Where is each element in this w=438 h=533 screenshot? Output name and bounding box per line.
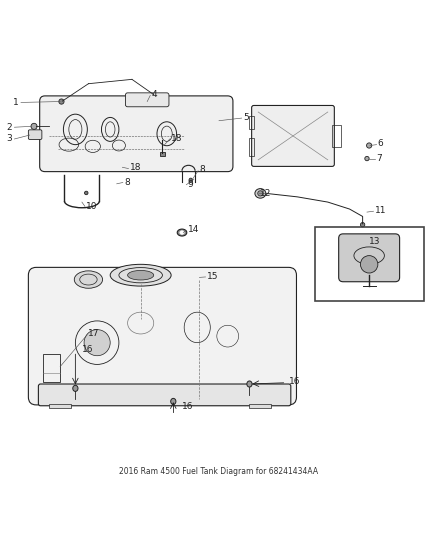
Ellipse shape [110,264,171,286]
FancyBboxPatch shape [39,384,291,406]
Text: 16: 16 [182,402,194,411]
Bar [250,138,254,156]
FancyBboxPatch shape [339,234,399,282]
Text: 3: 3 [7,134,12,143]
Ellipse shape [85,191,88,195]
Text: 18: 18 [171,134,183,143]
Bar [250,403,271,408]
Text: 18: 18 [130,163,141,172]
Text: 13: 13 [369,237,381,246]
FancyBboxPatch shape [40,96,233,172]
Text: 15: 15 [207,272,218,280]
Text: 8: 8 [124,178,130,187]
Ellipse shape [255,189,266,198]
Ellipse shape [365,156,369,161]
FancyBboxPatch shape [252,106,334,166]
Bar [160,152,165,156]
FancyBboxPatch shape [28,268,297,405]
Ellipse shape [189,178,192,182]
Bar [43,353,60,382]
Text: 4: 4 [152,90,157,99]
Ellipse shape [171,398,176,405]
Text: 9: 9 [187,180,194,189]
FancyBboxPatch shape [125,93,169,107]
Ellipse shape [360,256,378,273]
Ellipse shape [177,229,187,236]
Text: 8: 8 [199,165,205,174]
Text: 6: 6 [378,139,384,148]
Text: 7: 7 [377,154,382,163]
FancyBboxPatch shape [28,130,42,140]
Text: 5: 5 [243,112,249,122]
Ellipse shape [367,143,372,148]
Ellipse shape [73,385,78,391]
Ellipse shape [127,270,154,280]
Bar [315,228,424,301]
Text: 2: 2 [7,123,12,132]
Ellipse shape [258,191,263,196]
Bar [49,403,71,408]
Text: 17: 17 [88,329,100,338]
Text: 1: 1 [13,98,19,107]
Ellipse shape [31,123,37,130]
Text: 16: 16 [289,377,300,386]
Text: 14: 14 [187,225,199,234]
Ellipse shape [59,99,64,104]
Bar [250,116,254,130]
Text: 11: 11 [375,206,386,215]
Ellipse shape [84,329,110,356]
Text: 2016 Ram 4500 Fuel Tank Diagram for 68241434AA: 2016 Ram 4500 Fuel Tank Diagram for 6824… [120,466,318,475]
Text: 12: 12 [260,189,272,198]
Ellipse shape [74,271,102,288]
Text: 10: 10 [86,202,98,211]
Text: 16: 16 [82,345,93,354]
Ellipse shape [360,223,365,227]
Ellipse shape [247,381,252,387]
Bar [332,125,341,147]
Ellipse shape [180,231,184,235]
